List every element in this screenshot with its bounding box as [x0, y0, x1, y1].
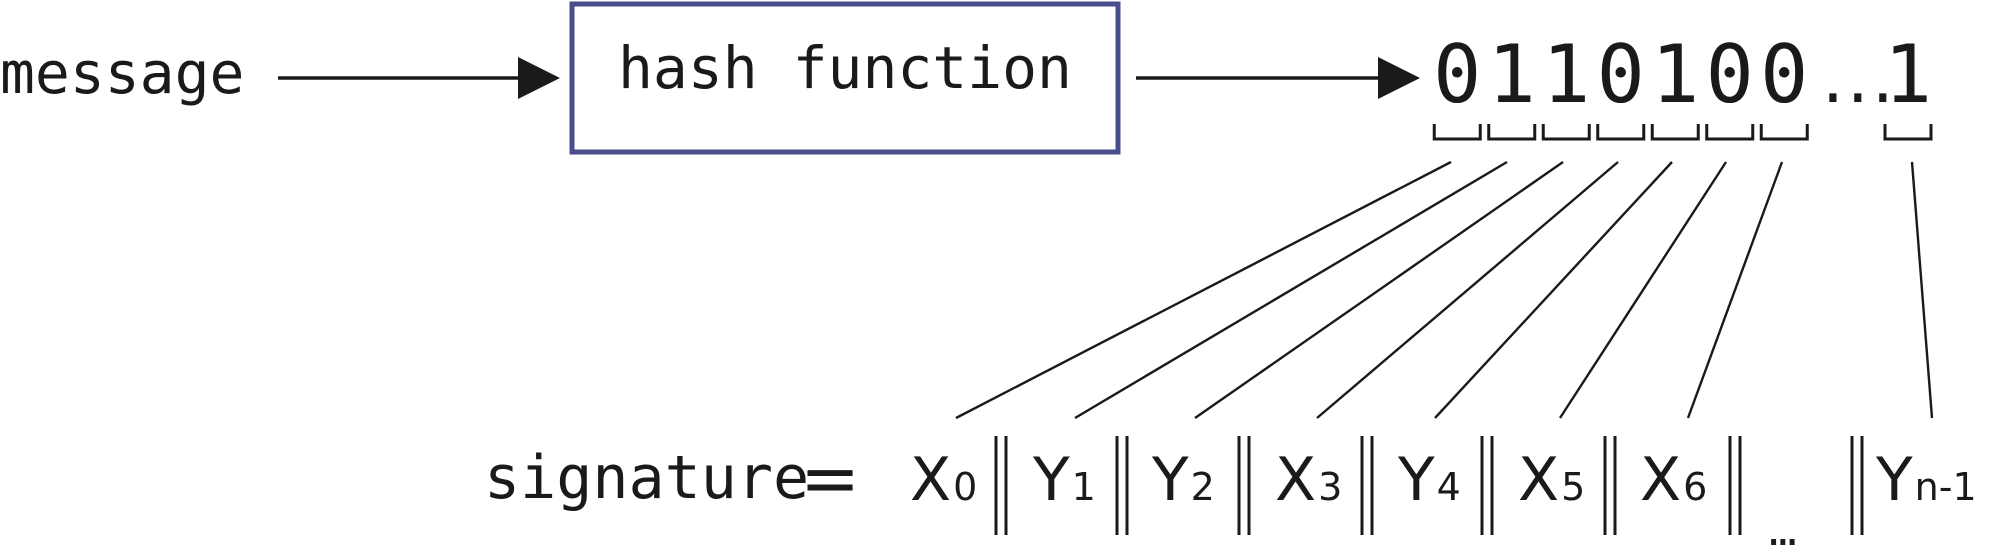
bit-bracket: [1883, 124, 1933, 141]
connector-line: [1316, 161, 1619, 419]
hash-bit: 1: [1651, 28, 1699, 121]
concat-separator: [1237, 436, 1251, 535]
signature-part: X3: [1275, 445, 1342, 515]
hash-bit: 0: [1597, 28, 1645, 121]
equals-sign: =: [800, 436, 860, 520]
concat-separator: [1115, 436, 1129, 535]
bit-to-key-connectors: [955, 160, 1934, 420]
connector-line: [1558, 161, 1728, 419]
bit-brackets: [1432, 124, 1933, 141]
bit-bracket: [1650, 124, 1700, 141]
concat-separator: [994, 436, 1008, 535]
hash-output-bits: 0 1 1 0 1 0 0 ...1: [1433, 28, 1932, 121]
signature-part: X0: [910, 445, 977, 515]
signature-part: Y1: [1032, 445, 1096, 515]
hash-bit: 1: [1488, 28, 1536, 121]
hash-bit: 1: [1542, 28, 1590, 121]
concat-separator: [1850, 436, 1864, 535]
concat-separator: [1728, 436, 1742, 535]
connector-line: [1194, 161, 1564, 419]
signature-ellipsis: ...: [1766, 501, 1796, 557]
bit-bracket: [1541, 124, 1591, 141]
connector-line: [1910, 161, 1934, 419]
signature-part: Y4: [1397, 445, 1461, 515]
signature-part: X6: [1640, 445, 1707, 515]
bit-bracket: [1596, 124, 1646, 141]
hash-bit: 0: [1433, 28, 1481, 121]
hash-bit: 0: [1706, 28, 1754, 121]
concat-separator: [1603, 436, 1617, 535]
arrow-hash-to-output: [1136, 57, 1420, 99]
bit-bracket: [1487, 124, 1537, 141]
connector-line: [1434, 161, 1673, 419]
concat-separator: [1480, 436, 1494, 535]
hash-bit-last: 1: [1884, 28, 1932, 121]
arrow-message-to-hash: [278, 57, 560, 99]
signature-parts: X0 Y1 Y2 X3 Y4 X5 X6... Yn-1: [910, 436, 1977, 557]
connector-line: [1686, 161, 1784, 419]
message-label: message: [0, 39, 244, 107]
connector-line: [1074, 160, 1508, 420]
hash-bits-ellipsis: ...: [1816, 48, 1891, 116]
bit-bracket: [1759, 124, 1809, 141]
bit-bracket: [1705, 124, 1755, 141]
signature-label: signature: [484, 443, 809, 513]
hash-function-box: [569, 1, 1121, 155]
hash-bit: 0: [1760, 28, 1808, 121]
signature-part-last: Yn-1: [1875, 445, 1977, 515]
bit-bracket: [1432, 124, 1482, 141]
hash-function-label: hash function: [618, 34, 1072, 102]
signature-part: Y2: [1151, 445, 1215, 515]
signature-part: X5: [1518, 445, 1585, 515]
concat-separator: [1360, 436, 1374, 535]
connector-line: [955, 160, 1452, 420]
